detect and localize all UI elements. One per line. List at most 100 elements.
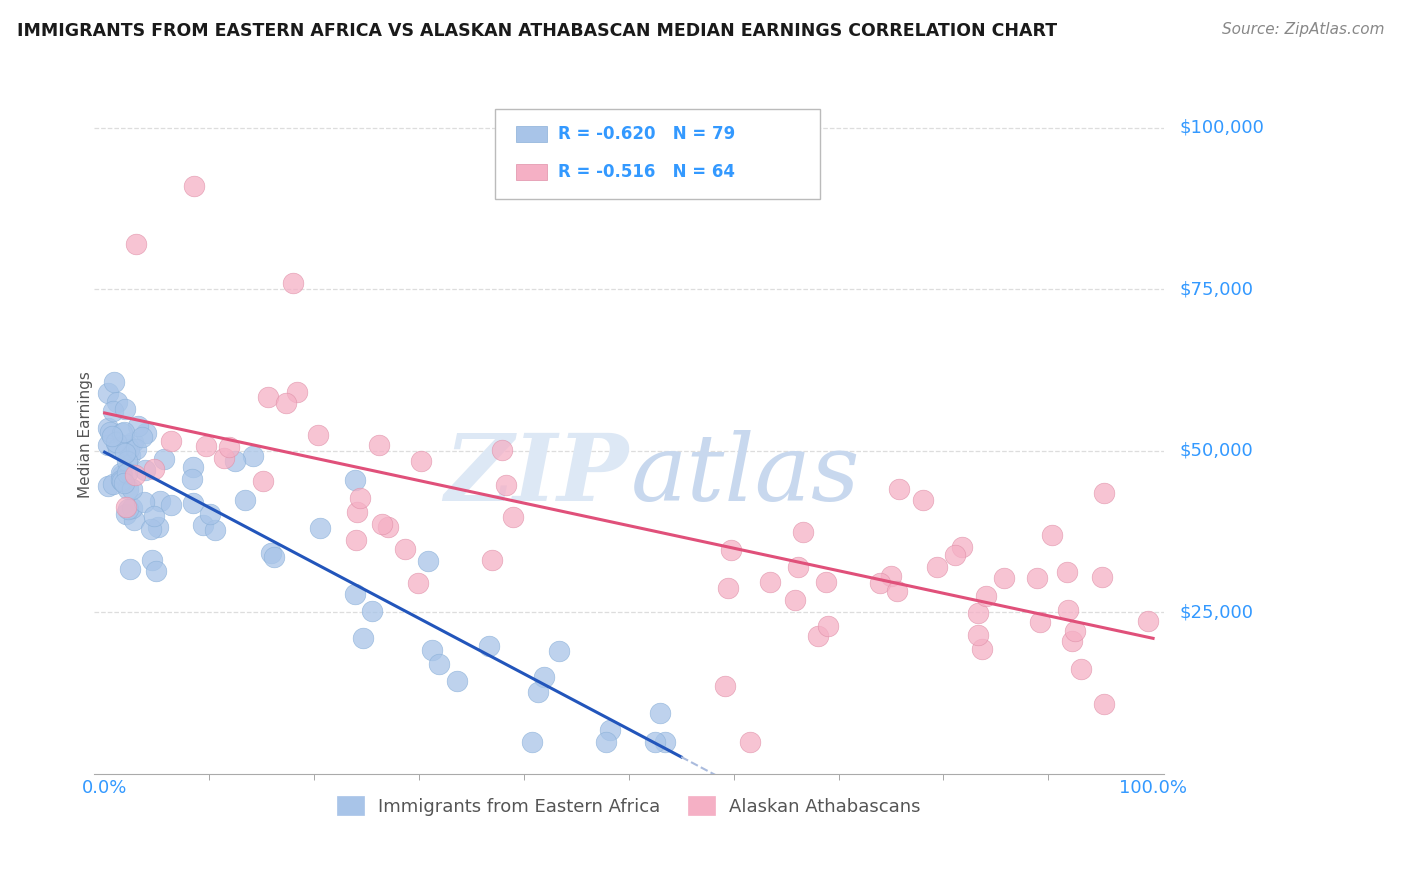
Point [408, 576, 430, 591]
Point [1092, 698, 1115, 712]
Text: atlas: atlas [631, 431, 860, 520]
Point [111, 425, 134, 440]
Point [183, 178, 205, 193]
Point [495, 478, 517, 492]
Point [283, 276, 305, 290]
Point [349, 491, 371, 506]
Point [815, 575, 838, 590]
Point [101, 403, 124, 417]
Point [886, 583, 908, 598]
Point [344, 587, 367, 601]
Point [117, 483, 139, 497]
Point [344, 533, 367, 548]
Text: $25,000: $25,000 [1180, 604, 1253, 622]
Point [121, 501, 143, 516]
Point [117, 502, 139, 516]
Point [346, 505, 368, 519]
Point [141, 553, 163, 567]
Point [105, 436, 128, 450]
Point [1060, 634, 1083, 648]
Point [1026, 570, 1049, 584]
Point [595, 735, 617, 749]
Point [181, 460, 204, 475]
Point [110, 474, 132, 488]
Point [970, 642, 993, 657]
Point [110, 473, 132, 487]
Point [644, 735, 666, 749]
Text: Source: ZipAtlas.com: Source: ZipAtlas.com [1222, 22, 1385, 37]
Point [149, 493, 172, 508]
Point [1064, 624, 1087, 638]
Point [153, 452, 176, 467]
Point [103, 375, 125, 389]
Point [195, 439, 218, 453]
Point [121, 482, 143, 496]
Point [97, 479, 120, 493]
Point [122, 434, 145, 449]
Point [101, 429, 124, 443]
Point [115, 454, 138, 468]
Text: ZIP: ZIP [444, 431, 628, 520]
Y-axis label: Median Earnings: Median Earnings [79, 371, 93, 498]
Point [143, 508, 166, 523]
Point [112, 425, 135, 439]
Point [817, 619, 839, 633]
Point [1136, 615, 1159, 629]
Point [141, 522, 163, 536]
Point [533, 670, 555, 684]
Point [880, 569, 903, 583]
Point [967, 607, 990, 621]
Point [654, 735, 676, 749]
Point [427, 657, 450, 671]
Point [145, 564, 167, 578]
Point [650, 706, 672, 720]
Point [120, 562, 142, 576]
Point [105, 435, 128, 450]
Point [785, 592, 807, 607]
Point [360, 604, 382, 618]
Point [717, 581, 740, 595]
Point [124, 467, 146, 482]
Point [98, 425, 121, 439]
Point [132, 495, 155, 509]
Point [1056, 566, 1078, 580]
Point [112, 476, 135, 491]
Point [967, 627, 990, 641]
Point [1029, 615, 1052, 629]
Point [491, 442, 513, 457]
Point [125, 237, 148, 252]
Point [1091, 570, 1114, 584]
Point [478, 639, 501, 653]
Point [344, 473, 367, 487]
Point [214, 450, 236, 465]
Point [143, 462, 166, 476]
Point [759, 575, 782, 590]
Text: $100,000: $100,000 [1180, 119, 1264, 136]
Text: $75,000: $75,000 [1180, 280, 1253, 298]
Point [122, 513, 145, 527]
Point [218, 440, 240, 454]
Point [114, 507, 136, 521]
Point [103, 477, 125, 491]
Point [125, 442, 148, 456]
Point [242, 450, 264, 464]
Point [446, 674, 468, 689]
Point [160, 498, 183, 512]
Text: R = -0.516   N = 64: R = -0.516 N = 64 [558, 163, 735, 181]
Point [1056, 603, 1078, 617]
Point [974, 589, 997, 603]
Point [181, 496, 204, 510]
Point [118, 448, 141, 462]
Text: $50,000: $50,000 [1180, 442, 1253, 460]
Point [352, 631, 374, 645]
Point [307, 428, 329, 442]
Point [520, 735, 543, 749]
Point [191, 517, 214, 532]
Point [111, 467, 134, 482]
Point [952, 540, 974, 554]
Point [720, 543, 742, 558]
Point [180, 472, 202, 486]
Point [135, 425, 157, 440]
Point [127, 418, 149, 433]
Point [198, 508, 221, 522]
